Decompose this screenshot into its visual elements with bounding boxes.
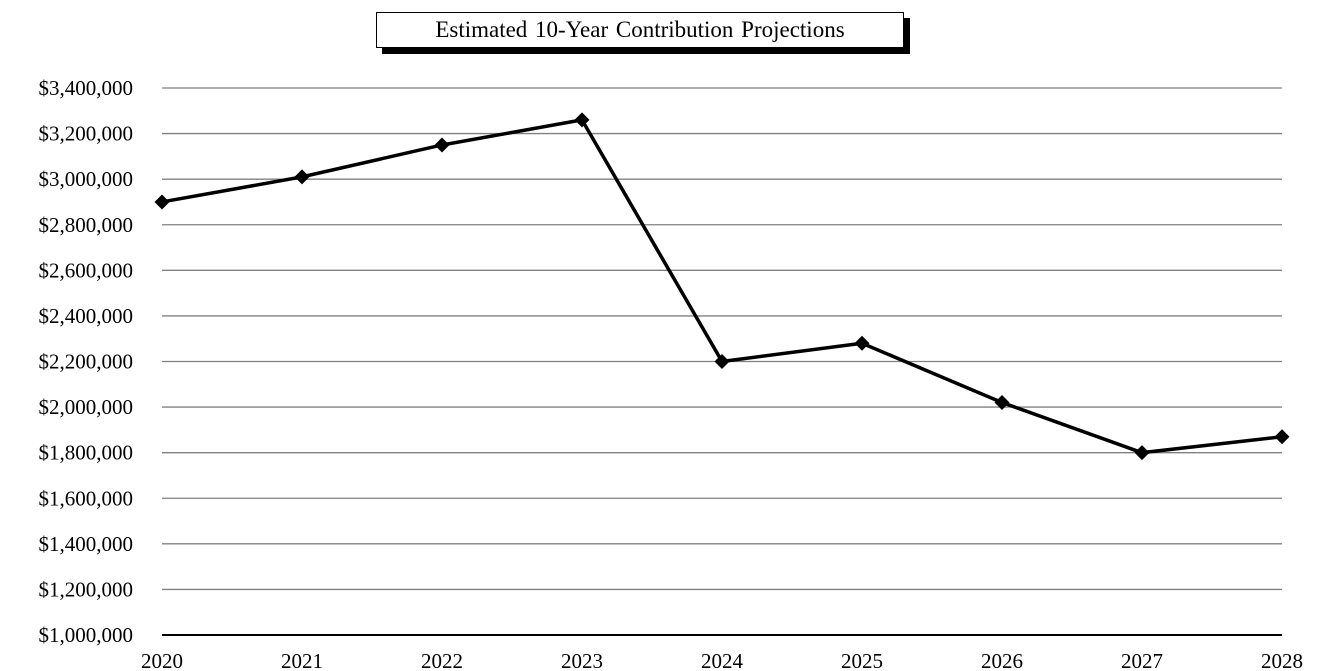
x-tick-label: 2021 (281, 649, 323, 671)
series-markers (154, 112, 1290, 461)
y-tick-label: $2,400,000 (39, 304, 134, 328)
series-line (161, 118, 1283, 455)
data-point-marker (294, 169, 310, 185)
data-point-marker (154, 194, 170, 210)
gridlines (162, 87, 1282, 591)
x-tick-label: 2028 (1261, 649, 1303, 671)
data-point-marker (994, 395, 1010, 411)
data-point-marker (854, 335, 870, 351)
x-tick-label: 2024 (701, 649, 744, 671)
y-tick-label: $2,200,000 (39, 350, 134, 374)
x-tick-label: 2022 (421, 649, 463, 671)
y-tick-label: $1,800,000 (39, 441, 134, 465)
data-point-marker (434, 137, 450, 153)
chart-title: Estimated 10-Year Contribution Projectio… (376, 12, 904, 48)
x-tick-label: 2025 (841, 649, 883, 671)
x-tick-label: 2023 (561, 649, 603, 671)
data-point-marker (714, 354, 730, 369)
y-axis-tick-labels: $1,000,000 $1,200,000 $1,400,000 $1,600,000… (39, 76, 134, 647)
x-axis-tick-labels: 2020 2021 2022 2023 2024 2025 2026 2027 2028 (141, 649, 1303, 671)
y-tick-label: $2,800,000 (39, 213, 134, 237)
x-tick-label: 2026 (981, 649, 1023, 671)
y-tick-label: $2,000,000 (39, 395, 134, 419)
y-tick-label: $1,600,000 (39, 486, 134, 510)
y-tick-label: $1,400,000 (39, 532, 134, 556)
y-tick-label: $3,400,000 (39, 76, 134, 100)
data-point-marker (1274, 429, 1290, 445)
x-tick-label: 2027 (1121, 649, 1163, 671)
y-tick-label: $2,600,000 (39, 258, 134, 282)
y-tick-label: $3,200,000 (39, 122, 134, 146)
data-point-marker (574, 112, 590, 128)
data-point-marker (1134, 445, 1150, 461)
y-tick-label: $1,000,000 (39, 623, 134, 647)
y-tick-label: $3,000,000 (39, 167, 134, 191)
y-tick-label: $1,200,000 (39, 577, 134, 601)
x-tick-label: 2020 (141, 649, 183, 671)
